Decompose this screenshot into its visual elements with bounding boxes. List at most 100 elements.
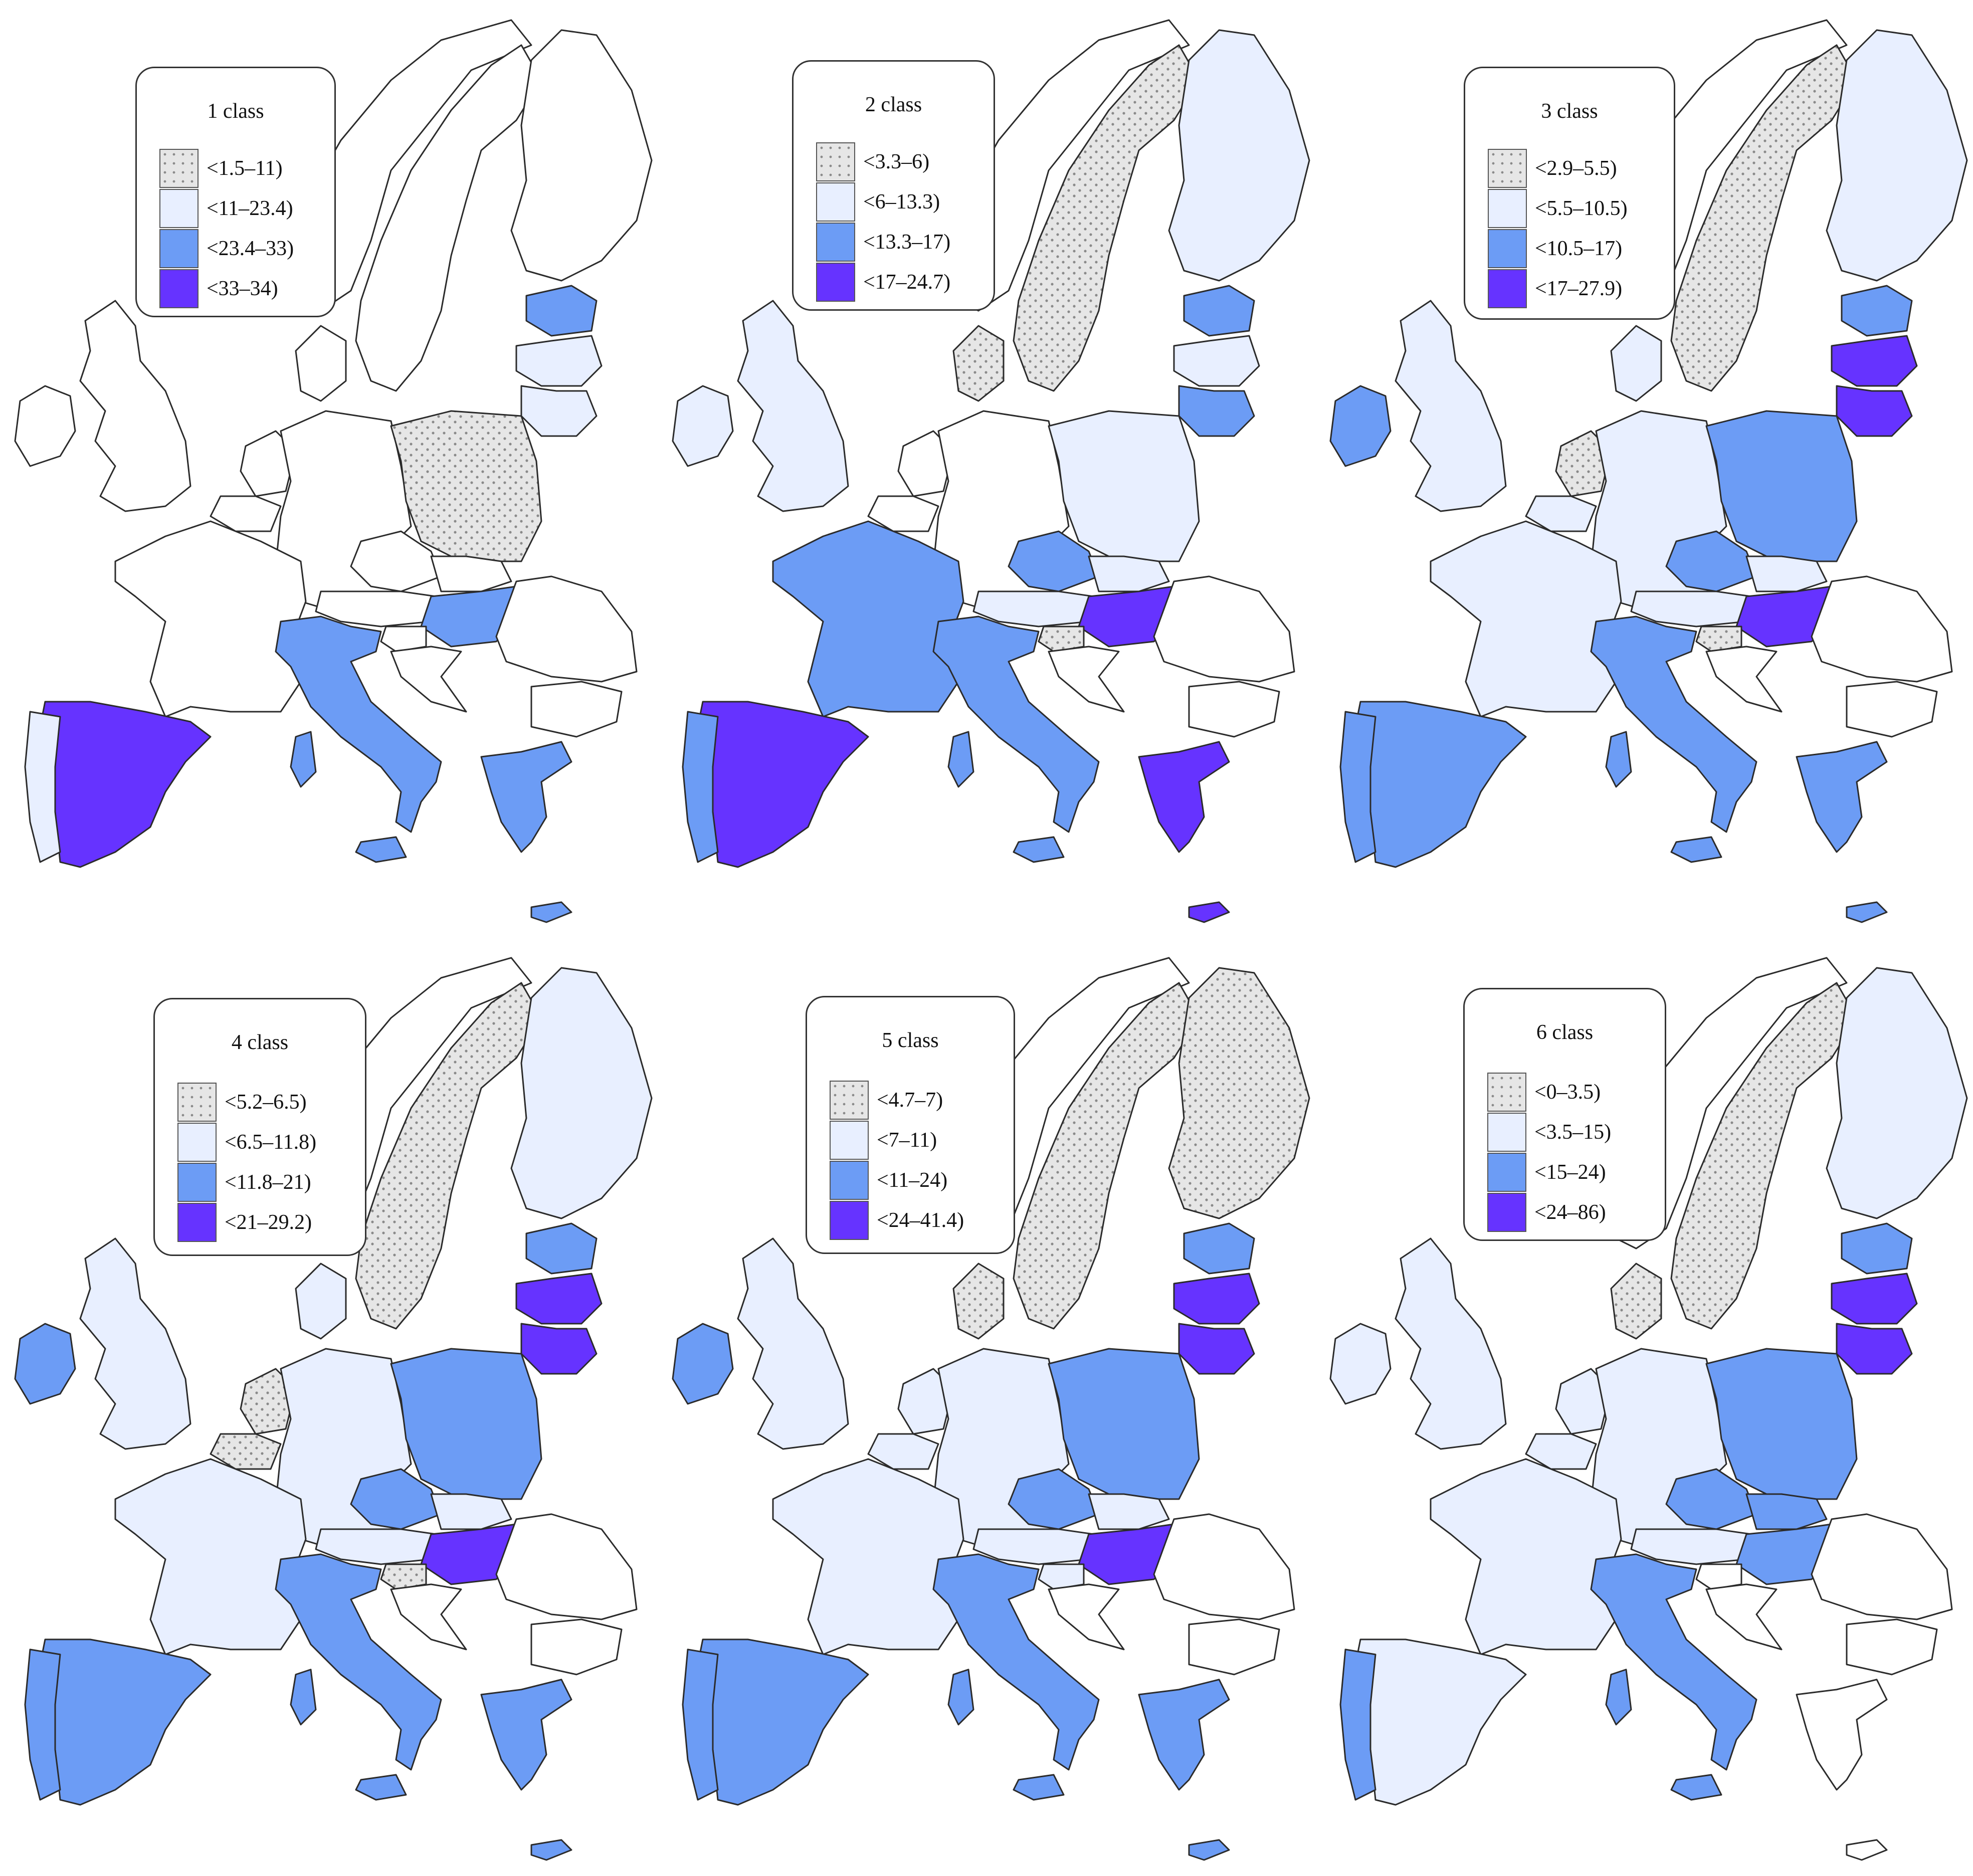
country-belgium <box>867 495 939 532</box>
legend-label: <3.5–15) <box>1534 1121 1612 1144</box>
country-romania <box>1153 575 1295 683</box>
country-finland <box>510 29 653 282</box>
legend-box: 5 class <4.7–7) <7–11) <11–24) <24–41.4) <box>806 996 1015 1254</box>
country-greece <box>1796 1679 1888 1791</box>
legend-swatch <box>816 182 855 222</box>
legend-swatch <box>830 1161 869 1200</box>
country-greece <box>1138 741 1230 853</box>
country-france <box>114 520 307 718</box>
country-sweden <box>1670 44 1858 392</box>
legend-label: <11.8–21) <box>225 1171 311 1194</box>
legend-swatch <box>177 1083 217 1122</box>
legend-title: 4 class <box>231 1031 289 1054</box>
country-italy-sic <box>1013 1774 1065 1801</box>
country-united-kingdom <box>737 1237 849 1450</box>
country-lithuania <box>520 385 598 437</box>
country-ireland <box>672 1323 734 1405</box>
legend-item: <11.8–21) <box>177 1162 311 1202</box>
legend-label: <10.5–17) <box>1535 237 1623 260</box>
country-italy-sic <box>1670 1774 1722 1801</box>
legend-item: <5.5–10.5) <box>1488 188 1628 229</box>
legend-label: <15–24) <box>1534 1161 1606 1184</box>
country-cyprus <box>1846 901 1888 923</box>
country-italy-sar <box>1605 731 1632 788</box>
country-czechia <box>1665 1468 1757 1530</box>
legend-swatch <box>1487 1193 1526 1232</box>
legend-label: <33–34) <box>207 277 278 300</box>
country-slovakia <box>430 1493 512 1530</box>
country-cyprus <box>1188 1839 1230 1861</box>
legend-box: 4 class <5.2–6.5) <6.5–11.8) <11.8–21) <… <box>153 998 366 1256</box>
country-slovakia <box>1745 555 1828 592</box>
country-netherlands <box>1555 430 1612 497</box>
legend-swatch <box>159 269 199 308</box>
legend-item: <24–86) <box>1487 1192 1606 1232</box>
country-italy <box>932 1553 1100 1771</box>
country-italy-sar <box>290 731 317 788</box>
country-poland <box>390 410 542 562</box>
country-denmark <box>952 325 1005 402</box>
country-lithuania <box>520 1323 598 1375</box>
legend-box: 3 class <2.9–5.5) <5.5–10.5) <10.5–17) <… <box>1464 67 1675 320</box>
europe-map <box>672 19 1310 923</box>
country-italy <box>275 1553 442 1771</box>
legend-box: 1 class <1.5–11) <11–23.4) <23.4–33) <33… <box>135 67 336 317</box>
country-united-kingdom <box>737 300 849 512</box>
legend-label: <0–3.5) <box>1534 1081 1601 1104</box>
country-poland <box>1705 410 1858 562</box>
country-ireland <box>1329 385 1392 467</box>
legend-swatch <box>1487 1153 1526 1192</box>
legend-item: <23.4–33) <box>159 229 294 269</box>
country-united-kingdom <box>1395 300 1507 512</box>
map-panel-5: 5 class <4.7–7) <7–11) <11–24) <24–41.4) <box>658 938 1315 1875</box>
legend-swatch <box>177 1203 217 1242</box>
country-belgium <box>210 1433 282 1470</box>
legend-item: <7–11) <box>830 1120 937 1160</box>
country-spain <box>1354 1638 1527 1806</box>
country-latvia <box>515 1273 603 1325</box>
country-italy-sic <box>1670 836 1722 863</box>
legend-label: <17–24.7) <box>863 271 951 294</box>
legend-item: <6.5–11.8) <box>177 1122 316 1162</box>
country-cyprus <box>530 1839 572 1861</box>
country-portugal <box>682 711 719 863</box>
country-belgium <box>210 495 282 532</box>
country-belgium <box>867 1433 939 1470</box>
legend-label: <6–13.3) <box>863 190 940 214</box>
legend-swatch <box>1487 1073 1526 1112</box>
country-czechia <box>350 1468 442 1530</box>
country-finland <box>1168 29 1310 282</box>
country-italy-sar <box>1605 1669 1632 1726</box>
country-italy <box>1590 615 1757 833</box>
country-croatia <box>1705 1583 1783 1650</box>
country-estonia <box>1841 285 1913 337</box>
legend-label: <13.3–17) <box>863 231 951 254</box>
country-italy-sic <box>1013 836 1065 863</box>
country-slovakia <box>430 555 512 592</box>
country-ireland <box>1329 1323 1392 1405</box>
legend-swatch <box>1488 229 1527 268</box>
country-cyprus <box>1846 1839 1888 1861</box>
legend-label: <1.5–11) <box>207 157 283 180</box>
legend-swatch <box>830 1081 869 1120</box>
country-cyprus <box>530 901 572 923</box>
legend-item: <13.3–17) <box>816 222 950 262</box>
country-france <box>772 520 964 718</box>
legend-label: <7–11) <box>877 1129 937 1152</box>
country-lithuania <box>1178 1323 1255 1375</box>
legend-swatch <box>1488 189 1527 228</box>
country-romania <box>495 575 638 683</box>
country-spain <box>39 1638 212 1806</box>
country-czechia <box>350 530 442 592</box>
legend-swatch <box>1488 269 1527 308</box>
country-croatia <box>1048 1583 1125 1650</box>
country-czechia <box>1008 1468 1100 1530</box>
country-greece <box>480 1679 572 1791</box>
map-panel-6: 6 class <0–3.5) <3.5–15) <15–24) <24–86) <box>1315 938 1973 1875</box>
country-finland <box>1826 29 1968 282</box>
country-lithuania <box>1836 385 1913 437</box>
country-italy-sar <box>947 1669 974 1726</box>
legend-item: <33–34) <box>159 269 278 309</box>
legend-label: <3.3–6) <box>863 150 930 173</box>
country-italy-sic <box>355 836 407 863</box>
